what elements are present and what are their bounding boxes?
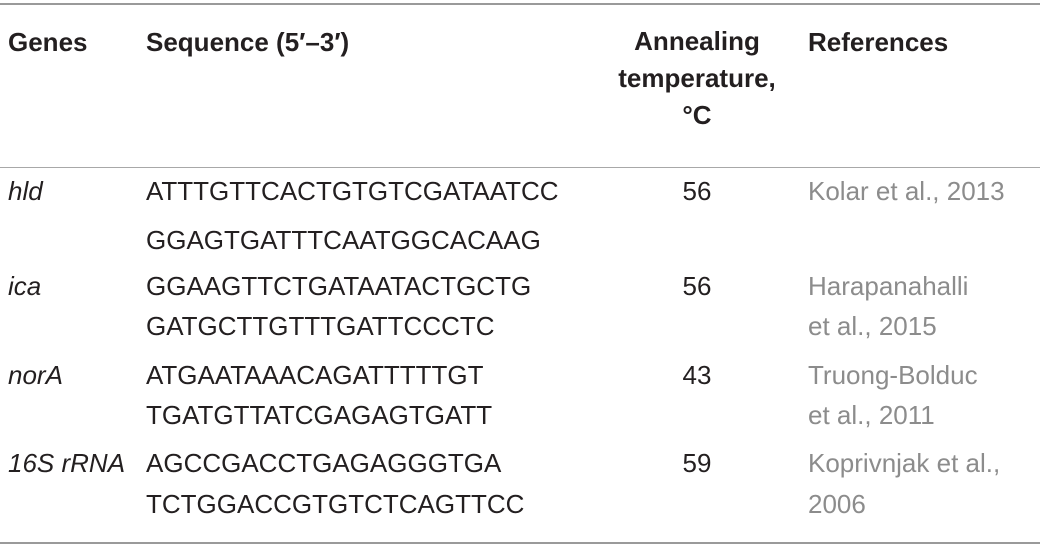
gene-name: ica: [8, 271, 42, 301]
header-references: References: [808, 27, 949, 57]
header-genes: Genes: [8, 27, 88, 57]
header-annealing-line3: °C: [682, 100, 712, 130]
reference-line1: Kolar et al., 2013: [808, 176, 1005, 206]
sequence-forward: GGAAGTTCTGATAATACTGCTG: [146, 271, 532, 301]
sequence-reverse: TCTGGACCGTGTCTCAGTTCC: [146, 489, 525, 519]
reference-line1: Truong-Bolduc: [808, 360, 978, 390]
sequence-forward: ATGAATAAACAGATTTTTGT: [146, 360, 484, 390]
annealing-temperature: 43: [682, 360, 712, 390]
sequence-reverse: GGAGTGATTTCAATGGCACAAG: [146, 225, 541, 255]
reference-line2: et al., 2011: [808, 400, 935, 430]
gene-name: 16S rRNA: [8, 448, 126, 478]
annealing-temperature: 56: [682, 271, 712, 301]
reference-line1: Koprivnjak et al.,: [808, 448, 1001, 478]
header-sequence: Sequence (5′–3′): [146, 27, 350, 57]
header-divider-rule: [0, 167, 1040, 168]
sequence-forward: ATTTGTTCACTGTGTCGATAATCC: [146, 176, 559, 206]
reference-line1: Harapanahalli: [808, 271, 969, 301]
sequence-reverse: TGATGTTATCGAGAGTGATT: [146, 400, 493, 430]
annealing-temperature: 59: [682, 448, 712, 478]
table-bottom-rule: [0, 542, 1040, 544]
header-annealing-line2: temperature,: [618, 63, 776, 93]
gene-name: norA: [8, 360, 63, 390]
reference-line2: et al., 2015: [808, 311, 937, 341]
table-top-rule: [0, 3, 1040, 5]
gene-name: hld: [8, 176, 43, 206]
sequence-forward: AGCCGACCTGAGAGGGTGA: [146, 448, 502, 478]
header-annealing-line1: Annealing: [634, 26, 760, 56]
sequence-reverse: GATGCTTGTTTGATTCCCTC: [146, 311, 495, 341]
reference-line2: 2006: [808, 489, 866, 519]
annealing-temperature: 56: [682, 176, 712, 206]
